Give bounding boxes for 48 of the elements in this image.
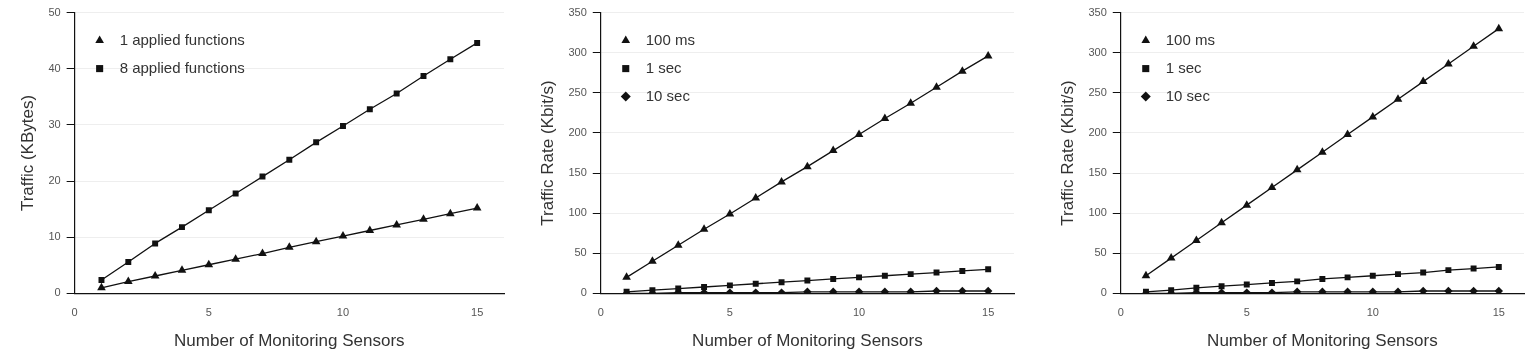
- y-tick-label: 50: [48, 5, 61, 18]
- legend-label: 1 sec: [645, 58, 683, 76]
- legend-label: 100 ms: [1165, 30, 1215, 48]
- x-axis-title: Number of Monitoring Sensors: [174, 331, 405, 351]
- y-tick-label: 10: [48, 230, 61, 243]
- legend-label: 1 sec: [1165, 58, 1203, 76]
- y-tick-label: 0: [1100, 286, 1107, 299]
- x-tick-label: 5: [1243, 306, 1250, 319]
- y-tick-label: 250: [1088, 85, 1107, 98]
- x-axis-title: Number of Monitoring Sensors: [1207, 331, 1438, 351]
- y-tick-label: 300: [568, 45, 587, 58]
- y-axis-title: Traffic (KBytes): [17, 94, 37, 212]
- y-axis-title: Traffic Rate (Kbit/s): [1057, 80, 1077, 226]
- y-tick-label: 200: [1088, 125, 1107, 138]
- y-tick-label: 50: [574, 246, 587, 259]
- x-axis-title: Number of Monitoring Sensors: [692, 331, 923, 351]
- x-tick-label: 0: [597, 306, 604, 319]
- x-tick-label: 0: [1117, 306, 1124, 319]
- y-tick-label: 0: [580, 286, 587, 299]
- legend-label: 8 applied functions: [119, 58, 245, 76]
- y-tick-label: 100: [568, 206, 587, 219]
- y-tick-label: 40: [48, 61, 61, 74]
- y-tick-label: 150: [568, 166, 587, 179]
- y-tick-label: 300: [1088, 45, 1107, 58]
- x-tick-label: 15: [471, 306, 484, 319]
- x-tick-label: 10: [852, 306, 866, 319]
- y-tick-label: 200: [568, 125, 587, 138]
- y-tick-label: 50: [1094, 246, 1107, 259]
- x-tick-label: 10: [336, 306, 350, 319]
- x-tick-label: 5: [726, 306, 733, 319]
- y-tick-label: 350: [568, 5, 587, 18]
- x-tick-label: 15: [982, 306, 995, 319]
- y-tick-label: 250: [568, 85, 587, 98]
- x-tick-label: 10: [1366, 306, 1379, 319]
- legend-label: 10 sec: [1165, 86, 1211, 104]
- x-tick-label: 0: [71, 306, 78, 319]
- y-tick-label: 150: [1088, 166, 1107, 179]
- y-tick-label: 100: [1088, 206, 1107, 219]
- x-tick-label: 5: [205, 306, 212, 319]
- legend-label: 10 sec: [645, 86, 691, 104]
- y-axis-title: Traffic Rate (Kbit/s): [537, 80, 557, 226]
- y-tick-label: 0: [54, 286, 61, 299]
- legend-label: 1 applied functions: [119, 30, 245, 48]
- y-tick-label: 20: [48, 174, 61, 187]
- y-tick-label: 30: [48, 117, 61, 130]
- legend-label: 100 ms: [645, 30, 695, 48]
- y-tick-label: 350: [1088, 5, 1107, 18]
- x-tick-label: 15: [1492, 306, 1505, 319]
